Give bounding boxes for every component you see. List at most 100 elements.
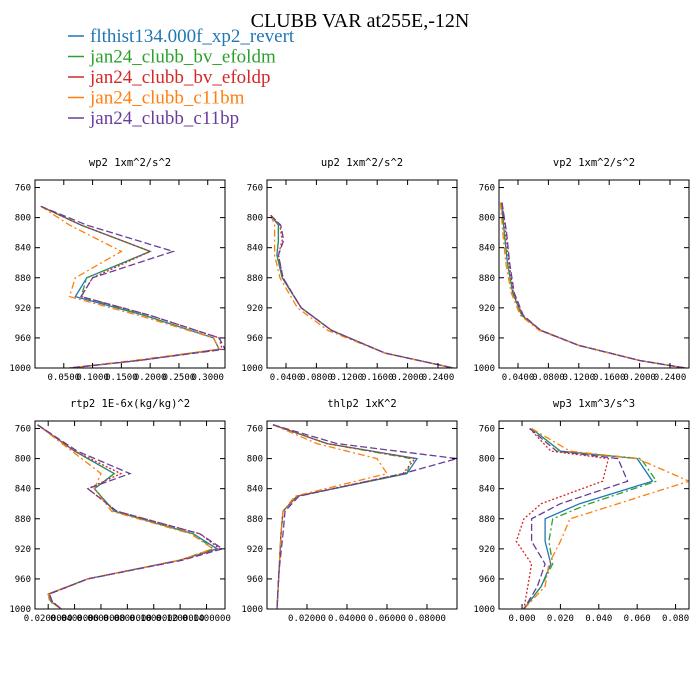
series-line xyxy=(272,424,457,609)
x-tick-label: 0.3000 xyxy=(191,373,224,383)
panel-1: wp2 1xm^2/s^2 760 800 840 880 920 960 1000 0.050… xyxy=(9,157,226,383)
y-tick-label: 960 xyxy=(479,334,495,344)
x-tick-label: 0.06000 xyxy=(368,614,406,624)
x-tick-label: 0.0500 xyxy=(48,373,81,383)
series-line xyxy=(270,214,454,368)
x-tick-label: 0.1000000 xyxy=(129,614,178,624)
plot-frame xyxy=(498,420,690,610)
y-tick-label: 840 xyxy=(15,485,31,495)
series-line xyxy=(270,215,454,368)
y-tick-label: 880 xyxy=(247,515,263,525)
legend-label: flthist134.000f_xp2_revert xyxy=(90,26,295,47)
y-tick-label: 760 xyxy=(479,184,495,194)
panel-title: vp2 1xm^2/s^2 xyxy=(553,157,635,169)
x-tick-label: 0.1500 xyxy=(105,373,138,383)
x-tick-label: 0.0400 xyxy=(502,373,535,383)
series-group xyxy=(515,427,689,609)
y-tick-label: 920 xyxy=(247,545,263,555)
figure-title: CLUBB VAR at255E,-12N xyxy=(251,10,470,32)
y-tick-label: 840 xyxy=(247,244,263,254)
x-tick-label: 0.0600000 xyxy=(77,614,126,624)
legend-entry: jan24_clubb_bv_efoldp xyxy=(68,67,270,88)
y-tick-label: 1000 xyxy=(241,605,263,615)
x-tick-label: 0.000 xyxy=(508,614,535,624)
y-tick-label: 920 xyxy=(479,545,495,555)
legend-entry: jan24_clubb_c11bm xyxy=(68,88,245,109)
series-line xyxy=(272,424,412,609)
plot-frame xyxy=(266,420,458,610)
series-group xyxy=(272,424,457,609)
x-tick-label: 0.2000 xyxy=(623,373,656,383)
y-tick-label: 960 xyxy=(247,575,263,585)
series-line xyxy=(40,205,221,368)
legend-entry: jan24_clubb_c11bp xyxy=(68,108,239,129)
y-tick-label: 800 xyxy=(247,455,263,465)
series-line xyxy=(40,205,223,368)
y-tick-label: 1000 xyxy=(473,364,495,374)
plot-frame xyxy=(266,179,458,369)
series-group xyxy=(270,214,454,368)
x-tick-label: 0.0200000 xyxy=(24,614,73,624)
x-tick-label: 0.1200 xyxy=(331,373,364,383)
panel-2: up2 1xm^2/s^2 760 800 840 880 920 960 1000 0.040… xyxy=(241,157,458,383)
panel-6: wp3 1xm^3/s^3 760 800 840 880 920 960 1000 0.000… xyxy=(473,398,690,624)
y-tick-label: 760 xyxy=(247,425,263,435)
y-tick-label: 880 xyxy=(15,515,31,525)
legend-label: jan24_clubb_bv_efoldp xyxy=(89,67,270,88)
y-tick-label: 960 xyxy=(15,575,31,585)
series-line xyxy=(272,424,419,609)
series-line xyxy=(501,202,686,368)
x-tick-label: 0.1200 xyxy=(563,373,596,383)
panels: wp2 1xm^2/s^2 760 800 840 880 920 960 1000 0.050… xyxy=(9,157,690,624)
legend-label: jan24_clubb_c11bp xyxy=(89,108,239,129)
series-line xyxy=(272,424,417,609)
series-line xyxy=(272,424,389,609)
series-line xyxy=(515,428,610,609)
series-line xyxy=(37,424,215,609)
x-tick-label: 0.2400 xyxy=(654,373,687,383)
y-tick-label: 960 xyxy=(247,334,263,344)
y-tick-label: 840 xyxy=(479,485,495,495)
y-tick-label: 1000 xyxy=(9,605,31,615)
panel-title: up2 1xm^2/s^2 xyxy=(321,157,403,169)
series-line xyxy=(37,424,224,609)
y-tick-label: 840 xyxy=(479,244,495,254)
legend-label: jan24_clubb_c11bm xyxy=(89,88,245,109)
y-tick-label: 920 xyxy=(479,304,495,314)
x-tick-label: 0.2000 xyxy=(134,373,167,383)
x-tick-label: 0.2400 xyxy=(422,373,455,383)
x-tick-label: 0.0800 xyxy=(532,373,565,383)
y-tick-label: 800 xyxy=(247,214,263,224)
series-line xyxy=(500,202,686,368)
series-line xyxy=(270,214,454,368)
y-tick-label: 800 xyxy=(15,214,31,224)
plot-frame xyxy=(498,179,690,369)
x-tick-label: 0.04000 xyxy=(328,614,366,624)
y-tick-label: 840 xyxy=(15,244,31,254)
y-tick-label: 760 xyxy=(479,425,495,435)
y-tick-label: 880 xyxy=(15,274,31,284)
legend: flthist134.000f_xp2_revertjan24_clubb_bv… xyxy=(68,26,295,129)
series-group xyxy=(40,205,225,368)
y-tick-label: 920 xyxy=(15,304,31,314)
y-tick-label: 840 xyxy=(247,485,263,495)
series-line xyxy=(37,424,215,609)
series-group xyxy=(499,202,686,368)
x-tick-label: 0.0800 xyxy=(300,373,333,383)
series-line xyxy=(37,424,222,609)
y-tick-label: 1000 xyxy=(473,605,495,615)
y-tick-label: 960 xyxy=(479,575,495,585)
x-tick-label: 0.080 xyxy=(662,614,689,624)
x-tick-label: 0.060 xyxy=(624,614,651,624)
y-tick-label: 920 xyxy=(15,545,31,555)
x-tick-label: 0.0800000 xyxy=(103,614,152,624)
y-tick-label: 1000 xyxy=(9,364,31,374)
legend-entry: jan24_clubb_bv_efoldm xyxy=(68,47,276,68)
x-tick-label: 0.1600 xyxy=(361,373,394,383)
series-line xyxy=(523,428,629,609)
x-tick-label: 0.1400000 xyxy=(182,614,231,624)
series-line xyxy=(40,205,225,368)
y-tick-label: 880 xyxy=(247,274,263,284)
plot-frame xyxy=(34,420,226,610)
